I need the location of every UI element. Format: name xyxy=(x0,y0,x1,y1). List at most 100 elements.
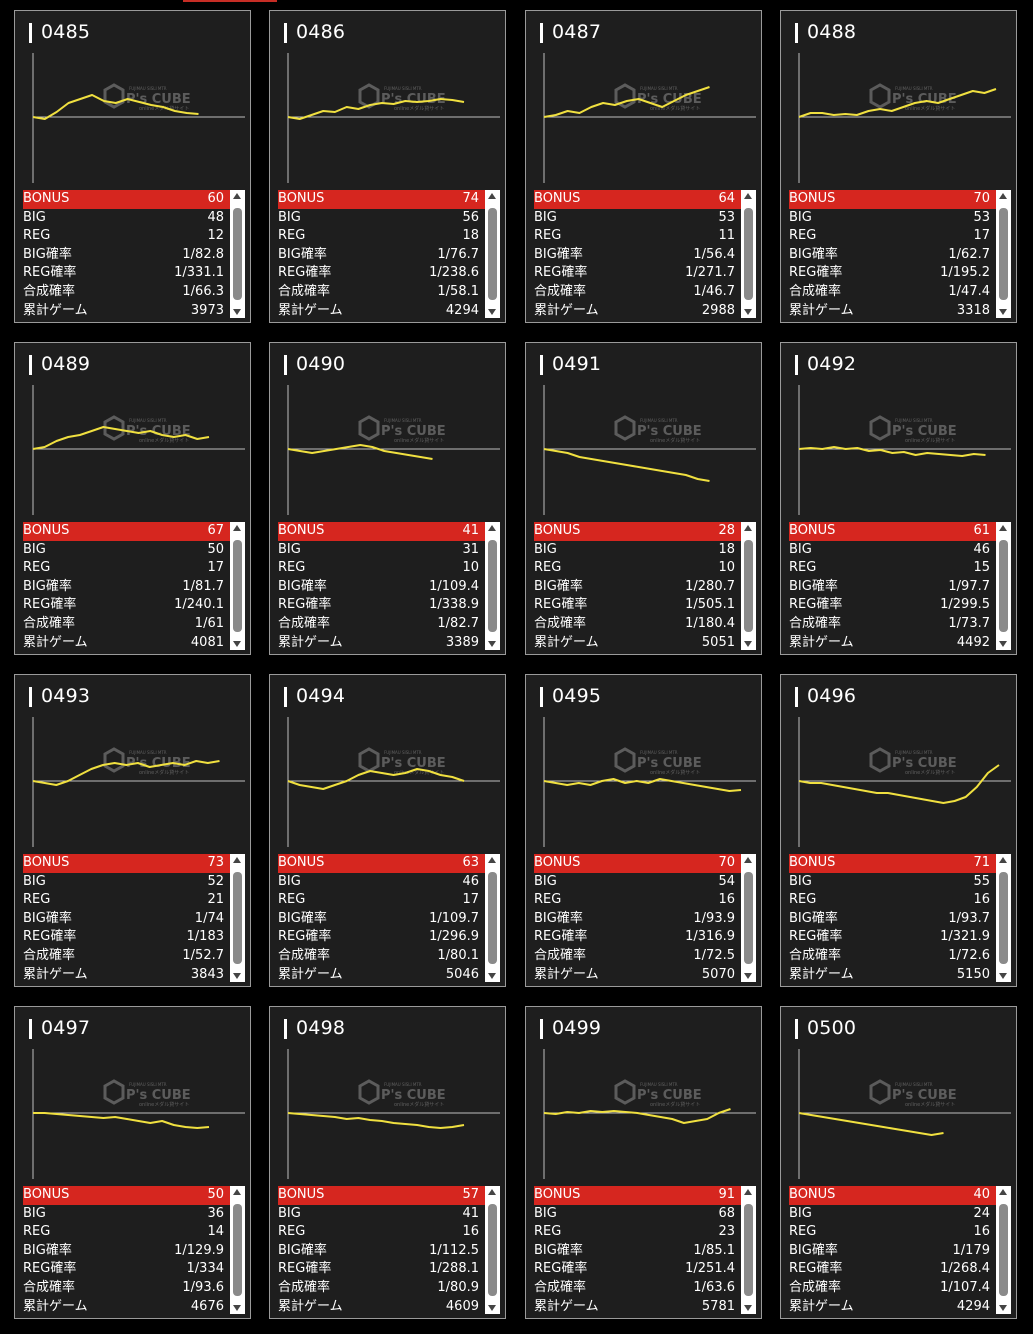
stat-label: REG確率 xyxy=(278,929,332,945)
scroll-up-arrow-icon[interactable] xyxy=(744,857,752,863)
scroll-down-arrow-icon[interactable] xyxy=(233,973,241,979)
stats-scrollbar[interactable] xyxy=(485,1186,500,1314)
machine-card[interactable]: 0498 P's CUBE FUJIMAU SISLI MTR onlineメダル貸サ… xyxy=(269,1006,506,1319)
machine-card[interactable]: 0491 P's CUBE FUJIMAU SISLI MTR onlineメダル貸サ… xyxy=(525,342,762,655)
scroll-thumb[interactable] xyxy=(488,540,497,632)
scroll-down-arrow-icon[interactable] xyxy=(999,973,1007,979)
stats-scrollbar[interactable] xyxy=(230,1186,245,1314)
stats-scrollbar[interactable] xyxy=(230,854,245,982)
stats-scrollbar[interactable] xyxy=(996,1186,1011,1314)
stats-scrollbar[interactable] xyxy=(741,854,756,982)
stats-list[interactable]: BONUS 57 BIG 41 REG 16 BIG確率 1/112.5 REG確率 1/288.… xyxy=(278,1186,485,1314)
stats-list[interactable]: BONUS 70 BIG 53 REG 17 BIG確率 1/62.7 REG確率 1/195.2… xyxy=(789,190,996,318)
scroll-thumb[interactable] xyxy=(233,872,242,964)
scroll-up-arrow-icon[interactable] xyxy=(488,857,496,863)
scroll-down-arrow-icon[interactable] xyxy=(488,309,496,315)
stats-scrollbar[interactable] xyxy=(485,854,500,982)
scroll-down-arrow-icon[interactable] xyxy=(999,1305,1007,1311)
scroll-thumb[interactable] xyxy=(744,1204,753,1296)
watermark-line1: FUJIMAU SISLI MTR xyxy=(895,418,933,423)
scroll-thumb[interactable] xyxy=(744,872,753,964)
stat-value: 1/109.4 xyxy=(429,578,479,594)
stats-list[interactable]: BONUS 67 BIG 50 REG 17 BIG確率 1/81.7 REG確率 1/240.1… xyxy=(23,522,230,650)
stats-list[interactable]: BONUS 50 BIG 36 REG 14 BIG確率 1/129.9 REG確率 1/334 合… xyxy=(23,1186,230,1314)
scroll-up-arrow-icon[interactable] xyxy=(744,193,752,199)
scroll-thumb[interactable] xyxy=(999,872,1008,964)
machine-card[interactable]: 0496 P's CUBE FUJIMAU SISLI MTR onlineメダル貸サ… xyxy=(780,674,1017,987)
stats-list[interactable]: BONUS 40 BIG 24 REG 16 BIG確率 1/179 REG確率 1/268.4 合… xyxy=(789,1186,996,1314)
scroll-thumb[interactable] xyxy=(999,540,1008,632)
scroll-up-arrow-icon[interactable] xyxy=(999,857,1007,863)
scroll-down-arrow-icon[interactable] xyxy=(233,1305,241,1311)
machine-card[interactable]: 0495 P's CUBE FUJIMAU SISLI MTR onlineメダル貸サ… xyxy=(525,674,762,987)
scroll-down-arrow-icon[interactable] xyxy=(999,641,1007,647)
stats-scrollbar[interactable] xyxy=(996,522,1011,650)
scroll-thumb[interactable] xyxy=(233,1204,242,1296)
stats-list[interactable]: BONUS 61 BIG 46 REG 15 BIG確率 1/97.7 REG確率 1/299.5… xyxy=(789,522,996,650)
scroll-down-arrow-icon[interactable] xyxy=(233,641,241,647)
stats-scrollbar[interactable] xyxy=(741,1186,756,1314)
scroll-up-arrow-icon[interactable] xyxy=(233,525,241,531)
scroll-down-arrow-icon[interactable] xyxy=(744,1305,752,1311)
machine-card[interactable]: 0485 P's CUBE FUJIMAU SISLI MTR onlineメダル貸サ… xyxy=(14,10,251,323)
stats-scrollbar[interactable] xyxy=(996,854,1011,982)
machine-card[interactable]: 0497 P's CUBE FUJIMAU SISLI MTR onlineメダル貸サ… xyxy=(14,1006,251,1319)
stats-scrollbar[interactable] xyxy=(741,190,756,318)
stats-list[interactable]: BONUS 73 BIG 52 REG 21 BIG確率 1/74 REG確率 1/183 合成確率… xyxy=(23,854,230,982)
stats-scrollbar[interactable] xyxy=(485,522,500,650)
stats-scrollbar[interactable] xyxy=(485,190,500,318)
machine-card[interactable]: 0493 P's CUBE FUJIMAU SISLI MTR onlineメダル貸サ… xyxy=(14,674,251,987)
scroll-down-arrow-icon[interactable] xyxy=(488,973,496,979)
scroll-up-arrow-icon[interactable] xyxy=(999,193,1007,199)
scroll-thumb[interactable] xyxy=(488,1204,497,1296)
stats-list[interactable]: BONUS 91 BIG 68 REG 23 BIG確率 1/85.1 REG確率 1/251.4… xyxy=(534,1186,741,1314)
machine-card[interactable]: 0489 P's CUBE FUJIMAU SISLI MTR onlineメダル貸サ… xyxy=(14,342,251,655)
scroll-thumb[interactable] xyxy=(744,208,753,300)
scroll-down-arrow-icon[interactable] xyxy=(744,309,752,315)
scroll-up-arrow-icon[interactable] xyxy=(999,1189,1007,1195)
stats-scrollbar[interactable] xyxy=(230,190,245,318)
stats-list[interactable]: BONUS 60 BIG 48 REG 12 BIG確率 1/82.8 REG確率 1/331.1… xyxy=(23,190,230,318)
scroll-down-arrow-icon[interactable] xyxy=(488,1305,496,1311)
scroll-thumb[interactable] xyxy=(488,208,497,300)
scroll-down-arrow-icon[interactable] xyxy=(488,641,496,647)
scroll-thumb[interactable] xyxy=(488,872,497,964)
stats-list[interactable]: BONUS 41 BIG 31 REG 10 BIG確率 1/109.4 REG確率 1/338.… xyxy=(278,522,485,650)
scroll-thumb[interactable] xyxy=(233,540,242,632)
machine-card[interactable]: 0486 P's CUBE FUJIMAU SISLI MTR onlineメダル貸サ… xyxy=(269,10,506,323)
machine-card[interactable]: 0490 P's CUBE FUJIMAU SISLI MTR onlineメダル貸サ… xyxy=(269,342,506,655)
scroll-up-arrow-icon[interactable] xyxy=(744,525,752,531)
machine-card[interactable]: 0487 P's CUBE FUJIMAU SISLI MTR onlineメダル貸サ… xyxy=(525,10,762,323)
scroll-thumb[interactable] xyxy=(999,1204,1008,1296)
stats-list[interactable]: BONUS 70 BIG 54 REG 16 BIG確率 1/93.9 REG確率 1/316.9… xyxy=(534,854,741,982)
stats-scrollbar[interactable] xyxy=(230,522,245,650)
machine-card[interactable]: 0499 P's CUBE FUJIMAU SISLI MTR onlineメダル貸サ… xyxy=(525,1006,762,1319)
scroll-up-arrow-icon[interactable] xyxy=(744,1189,752,1195)
watermark-brand: P's CUBE xyxy=(637,756,702,771)
stats-list[interactable]: BONUS 71 BIG 55 REG 16 BIG確率 1/93.7 REG確率 1/321.9… xyxy=(789,854,996,982)
machine-card[interactable]: 0494 P's CUBE FUJIMAU SISLI MTR onlineメダル貸サ… xyxy=(269,674,506,987)
scroll-up-arrow-icon[interactable] xyxy=(488,1189,496,1195)
stats-list[interactable]: BONUS 28 BIG 18 REG 10 BIG確率 1/280.7 REG確率 1/505.… xyxy=(534,522,741,650)
scroll-up-arrow-icon[interactable] xyxy=(999,525,1007,531)
scroll-down-arrow-icon[interactable] xyxy=(744,641,752,647)
scroll-up-arrow-icon[interactable] xyxy=(488,193,496,199)
scroll-thumb[interactable] xyxy=(233,208,242,300)
machine-card[interactable]: 0492 P's CUBE FUJIMAU SISLI MTR onlineメダル貸サ… xyxy=(780,342,1017,655)
scroll-down-arrow-icon[interactable] xyxy=(744,973,752,979)
scroll-down-arrow-icon[interactable] xyxy=(999,309,1007,315)
stats-list[interactable]: BONUS 64 BIG 53 REG 11 BIG確率 1/56.4 REG確率 1/271.7… xyxy=(534,190,741,318)
scroll-thumb[interactable] xyxy=(999,208,1008,300)
stats-scrollbar[interactable] xyxy=(741,522,756,650)
scroll-up-arrow-icon[interactable] xyxy=(233,193,241,199)
scroll-down-arrow-icon[interactable] xyxy=(233,309,241,315)
machine-card[interactable]: 0500 P's CUBE FUJIMAU SISLI MTR onlineメダル貸サ… xyxy=(780,1006,1017,1319)
stats-list[interactable]: BONUS 74 BIG 56 REG 18 BIG確率 1/76.7 REG確率 1/238.6… xyxy=(278,190,485,318)
scroll-up-arrow-icon[interactable] xyxy=(233,857,241,863)
stats-scrollbar[interactable] xyxy=(996,190,1011,318)
scroll-up-arrow-icon[interactable] xyxy=(233,1189,241,1195)
stats-list[interactable]: BONUS 63 BIG 46 REG 17 BIG確率 1/109.7 REG確率 1/296.… xyxy=(278,854,485,982)
machine-card[interactable]: 0488 P's CUBE FUJIMAU SISLI MTR onlineメダル貸サ… xyxy=(780,10,1017,323)
scroll-up-arrow-icon[interactable] xyxy=(488,525,496,531)
scroll-thumb[interactable] xyxy=(744,540,753,632)
